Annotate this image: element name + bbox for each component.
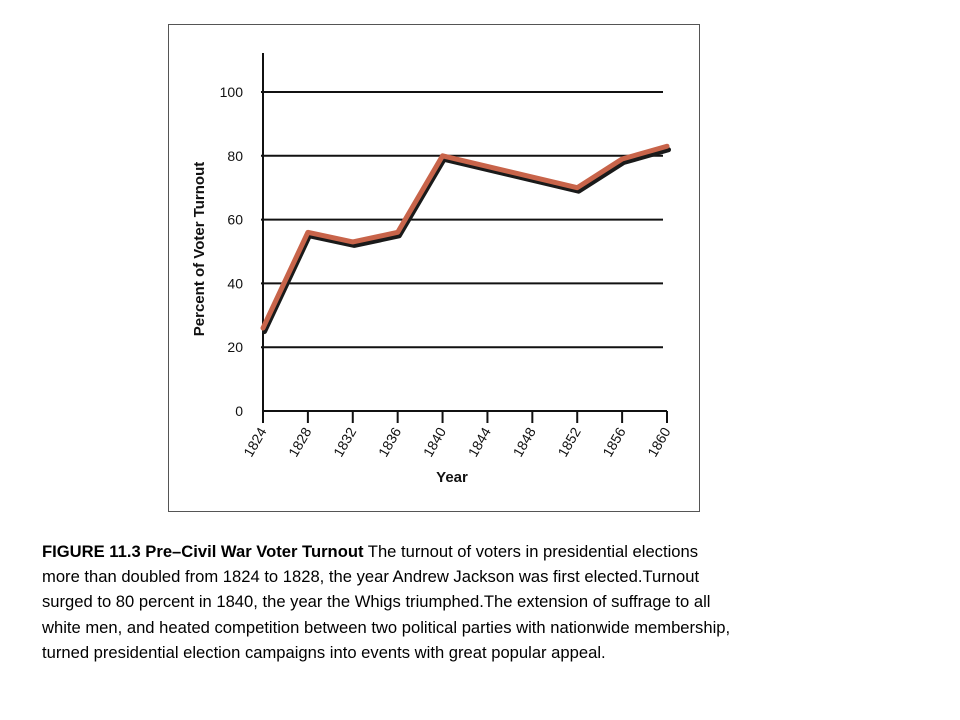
caption-line-5: turned presidential election campaigns i… [42,642,606,662]
caption-line-4: white men, and heated competition betwee… [42,617,731,637]
chart-frame: 0 20 40 60 80 100 1824 1828 1832 1836 1840 1844 1848… [168,24,700,512]
y-tick-label-60: 60 [227,212,243,228]
x-tick-label-1836: 1836 [375,424,405,459]
y-tick-label-0: 0 [235,403,243,419]
x-tick-label-1832: 1832 [330,424,360,459]
y-tick-label-80: 80 [227,148,243,164]
y-tick-label-40: 40 [227,275,243,291]
x-tick-label-1844: 1844 [465,424,495,459]
series-line [260,143,670,331]
x-tick-label-1828: 1828 [285,424,315,459]
y-axis-title: Percent of Voter Turnout [191,162,208,336]
x-tick-label-1848: 1848 [509,424,539,459]
series-line-shadow [262,147,671,335]
x-tick-label-1824: 1824 [240,424,270,459]
figure-label: FIGURE 11.3 Pre–Civil War Voter Turnout [42,542,364,561]
x-tick-label-1856: 1856 [599,424,629,459]
voter-turnout-chart: 0 20 40 60 80 100 1824 1828 1832 1836 1840 1844 1848… [191,53,674,486]
figure-caption: FIGURE 11.3 Pre–Civil War Voter Turnout … [42,539,922,665]
caption-line-2: more than doubled from 1824 to 1828, the… [42,567,700,587]
x-tick-label-1840: 1840 [420,424,450,459]
y-tick-label-100: 100 [220,84,244,100]
y-tick-label-20: 20 [227,339,243,355]
caption-line-1: FIGURE 11.3 Pre–Civil War Voter Turnout … [42,539,922,564]
caption-line-3: surged to 80 percent in 1840, the year t… [42,592,711,612]
x-axis-title: Year [436,469,468,486]
caption-text-1: The turnout of voters in presidential el… [363,542,699,561]
x-tick-label-1860: 1860 [644,424,674,459]
x-tick-label-1852: 1852 [554,424,584,459]
